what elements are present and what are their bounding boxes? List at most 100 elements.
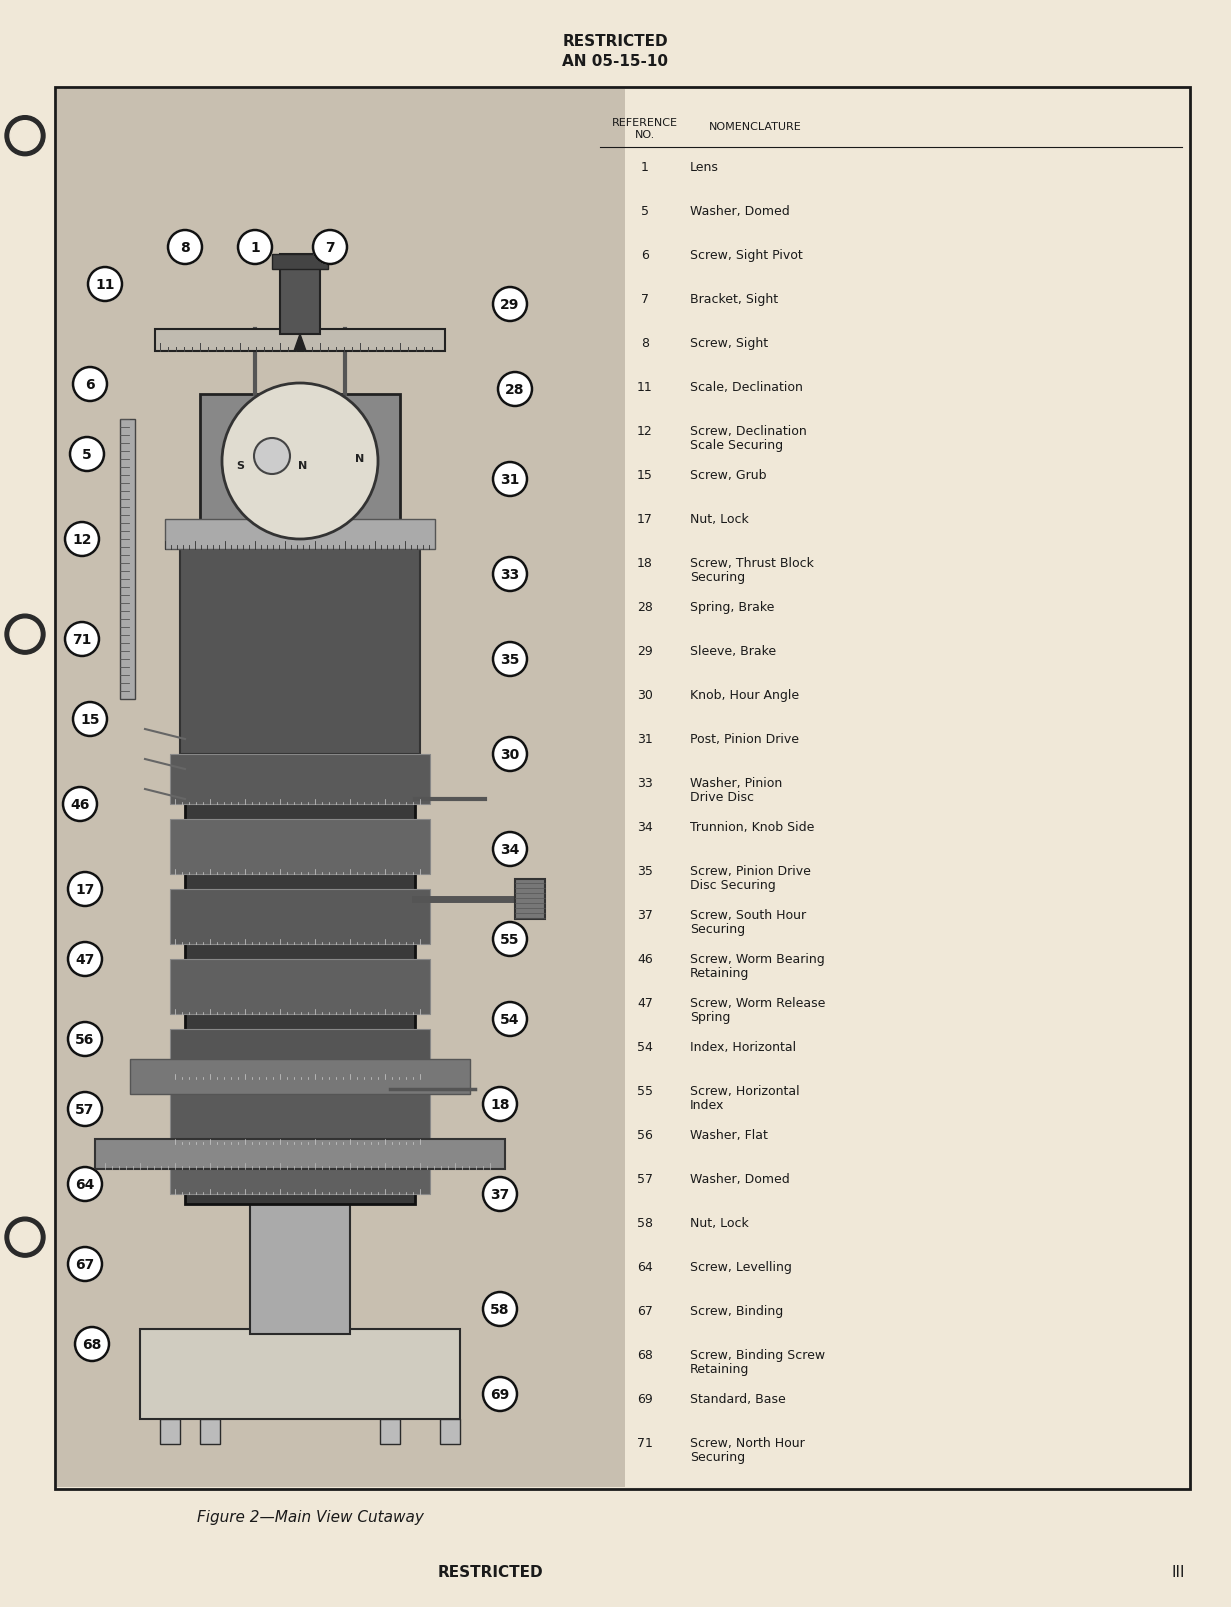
- Text: 56: 56: [75, 1032, 95, 1046]
- Circle shape: [68, 1022, 102, 1056]
- Text: 34: 34: [638, 821, 652, 834]
- Text: 55: 55: [636, 1085, 652, 1098]
- Circle shape: [492, 738, 527, 771]
- Text: RESTRICTED: RESTRICTED: [437, 1564, 543, 1580]
- Circle shape: [75, 1327, 110, 1361]
- Circle shape: [483, 1292, 517, 1326]
- Text: Scale, Declination: Scale, Declination: [691, 381, 803, 394]
- Text: Securing: Securing: [691, 570, 745, 583]
- Text: 68: 68: [82, 1337, 102, 1351]
- Text: Post, Pinion Drive: Post, Pinion Drive: [691, 733, 799, 746]
- Text: 37: 37: [638, 908, 652, 921]
- Circle shape: [68, 873, 102, 906]
- Text: 6: 6: [641, 249, 649, 262]
- Text: Drive Disc: Drive Disc: [691, 791, 755, 804]
- Text: 7: 7: [641, 292, 649, 305]
- Text: Screw, Levelling: Screw, Levelling: [691, 1260, 792, 1273]
- Text: 47: 47: [638, 996, 652, 1009]
- Bar: [170, 1149, 430, 1194]
- Bar: [170, 1090, 430, 1144]
- Circle shape: [483, 1178, 517, 1212]
- Text: 67: 67: [75, 1257, 95, 1271]
- Text: Spring: Spring: [691, 1011, 730, 1024]
- Text: Screw, Grub: Screw, Grub: [691, 469, 767, 482]
- Text: Lens: Lens: [691, 161, 719, 174]
- Circle shape: [483, 1377, 517, 1411]
- Bar: [170, 889, 430, 945]
- Text: 30: 30: [638, 688, 652, 702]
- Text: 29: 29: [638, 644, 652, 657]
- Bar: [170, 755, 430, 805]
- Text: Index, Horizontal: Index, Horizontal: [691, 1040, 796, 1053]
- Circle shape: [73, 702, 107, 736]
- Bar: [250, 1199, 350, 1334]
- Text: 15: 15: [638, 469, 652, 482]
- Circle shape: [68, 942, 102, 977]
- Bar: [165, 519, 435, 550]
- Bar: [119, 419, 135, 699]
- Text: 34: 34: [500, 842, 519, 857]
- Text: 71: 71: [638, 1437, 652, 1450]
- Bar: [170, 959, 430, 1014]
- Text: Knob, Hour Angle: Knob, Hour Angle: [691, 688, 799, 702]
- Text: Screw, North Hour: Screw, North Hour: [691, 1437, 805, 1450]
- Circle shape: [5, 615, 46, 654]
- Circle shape: [87, 268, 122, 302]
- Circle shape: [313, 231, 347, 265]
- Bar: [170, 1030, 430, 1080]
- Circle shape: [65, 522, 98, 556]
- Text: Retaining: Retaining: [691, 1363, 750, 1376]
- Text: 7: 7: [325, 241, 335, 256]
- Text: 1: 1: [641, 161, 649, 174]
- Text: 56: 56: [638, 1128, 652, 1141]
- Text: Screw, Thrust Block: Screw, Thrust Block: [691, 556, 814, 569]
- Bar: [160, 1419, 180, 1445]
- Text: 17: 17: [75, 882, 95, 897]
- Text: Retaining: Retaining: [691, 966, 750, 979]
- Text: Screw, Binding Screw: Screw, Binding Screw: [691, 1348, 825, 1361]
- Text: Screw, Declination: Screw, Declination: [691, 424, 806, 437]
- Text: 5: 5: [641, 204, 649, 219]
- Text: Scale Securing: Scale Securing: [691, 439, 783, 452]
- Bar: [170, 820, 430, 874]
- Text: 18: 18: [490, 1098, 510, 1112]
- Text: N: N: [298, 461, 308, 471]
- Text: AN 05-15-10: AN 05-15-10: [563, 55, 668, 69]
- Text: 69: 69: [490, 1387, 510, 1401]
- Bar: [199, 1419, 220, 1445]
- Text: 29: 29: [500, 297, 519, 312]
- Bar: [95, 1139, 505, 1170]
- Circle shape: [499, 373, 532, 407]
- Text: Washer, Pinion: Washer, Pinion: [691, 776, 782, 789]
- Text: Washer, Domed: Washer, Domed: [691, 204, 790, 219]
- Text: 58: 58: [636, 1216, 652, 1229]
- Circle shape: [492, 558, 527, 591]
- Text: Screw, Sight Pivot: Screw, Sight Pivot: [691, 249, 803, 262]
- Text: Nut, Lock: Nut, Lock: [691, 1216, 748, 1229]
- Text: Securing: Securing: [691, 922, 745, 935]
- Circle shape: [5, 1218, 46, 1257]
- Text: Bracket, Sight: Bracket, Sight: [691, 292, 778, 305]
- Circle shape: [492, 1003, 527, 1037]
- Text: 6: 6: [85, 378, 95, 392]
- Text: Screw, Worm Release: Screw, Worm Release: [691, 996, 825, 1009]
- Text: 35: 35: [638, 865, 652, 877]
- Circle shape: [167, 231, 202, 265]
- Text: Screw, South Hour: Screw, South Hour: [691, 908, 806, 921]
- Circle shape: [68, 1093, 102, 1127]
- Text: 71: 71: [73, 633, 91, 646]
- Text: 28: 28: [638, 601, 652, 614]
- Text: 31: 31: [638, 733, 652, 746]
- Text: Sleeve, Brake: Sleeve, Brake: [691, 644, 776, 657]
- Text: N: N: [356, 453, 364, 464]
- Circle shape: [254, 439, 291, 474]
- Text: 69: 69: [638, 1392, 652, 1405]
- Text: 47: 47: [75, 953, 95, 966]
- Text: 46: 46: [638, 953, 652, 966]
- Bar: [272, 256, 327, 270]
- Bar: [155, 329, 444, 352]
- Text: NO.: NO.: [635, 130, 655, 140]
- Text: 8: 8: [641, 337, 649, 350]
- Text: Screw, Horizontal: Screw, Horizontal: [691, 1085, 800, 1098]
- Text: 54: 54: [638, 1040, 652, 1053]
